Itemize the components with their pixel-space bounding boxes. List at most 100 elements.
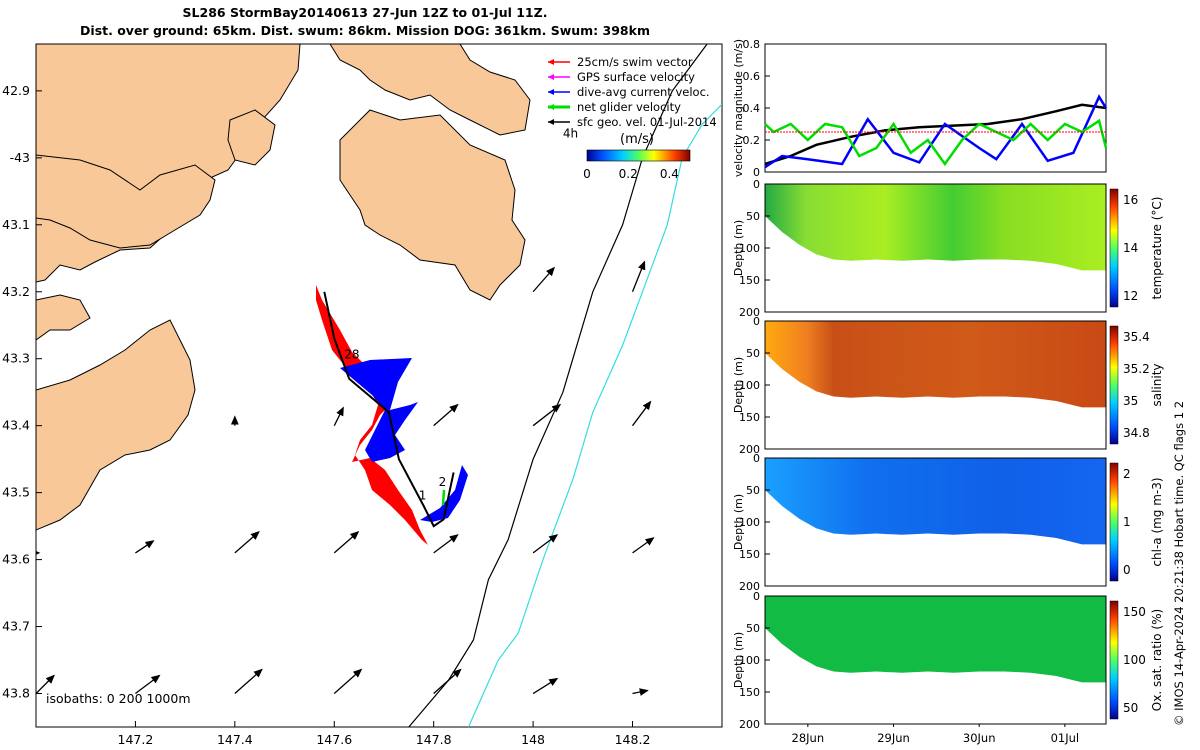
velocity-y-tick-label: 0.8 — [743, 38, 761, 51]
land-forestier — [339, 109, 526, 301]
section-y-tick-label: 200 — [739, 443, 760, 456]
section-data-fill — [765, 321, 1106, 408]
section-y-tick-label: 50 — [746, 484, 760, 497]
track-label: 2 — [439, 475, 447, 489]
section-colorbar-tick-label: 34.8 — [1123, 426, 1150, 440]
sfc-geo-vel-arrow — [135, 540, 155, 554]
map-y-tick-label: 43.2 — [2, 284, 30, 299]
section-y-tick-label: 150 — [739, 274, 760, 287]
sfc-geo-vel-arrow — [532, 266, 555, 293]
sfc-geo-vel-arrows — [36, 260, 655, 696]
section-y-tick-label: 0 — [753, 590, 760, 603]
section-y-tick-label: 150 — [739, 548, 760, 561]
colorbar-gradient — [586, 149, 691, 162]
velocity-panel: 0 0.2 0.4 0.6 0.8 velocity magnitude (m/s) — [732, 38, 1108, 179]
glider-track-line — [323, 291, 455, 528]
dive-avg-current-fan — [340, 358, 418, 462]
velocity-ylabel: velocity magnitude (m/s) — [732, 39, 745, 177]
legend-label: sfc geo. vel. 01-Jul-2014 — [577, 115, 717, 129]
section-data-fill — [765, 184, 1106, 271]
velocity-y-tick-label: 0.4 — [743, 102, 761, 115]
land-shapes — [36, 44, 531, 531]
velocity-y-tick-label: 0.6 — [743, 70, 761, 83]
velocity-series-line — [764, 103, 1107, 166]
section-y-tick-label: 150 — [739, 411, 760, 424]
isobaths-label: isobaths: 0 200 1000m — [46, 691, 191, 706]
section-colorbar — [1109, 188, 1119, 308]
time-tick-label: 30Jun — [963, 731, 996, 745]
velocity-y-tick-label: 0 — [753, 166, 760, 179]
sfc-geo-vel-arrow — [333, 406, 344, 426]
time-tick-label: 29Jun — [877, 731, 910, 745]
track-labels: 4h 28 12 — [344, 127, 578, 503]
velocity-y-ticks: 0 0.2 0.4 0.6 0.8 — [743, 38, 770, 179]
sfc-geo-vel-arrow — [135, 674, 161, 695]
sfc-geo-vel-arrow — [433, 534, 459, 554]
section-colorbar-tick-label: 14 — [1123, 241, 1138, 255]
legend-label: 25cm/s swim vector — [577, 55, 693, 69]
section-colorbar — [1109, 462, 1119, 582]
sfc-geo-vel-arrow — [632, 400, 652, 427]
sfc-geo-vel-arrow — [234, 531, 260, 554]
section-y-tick-label: 100 — [739, 516, 760, 529]
sfc-geo-vel-arrow — [333, 531, 360, 554]
colorbar-tick-label: 0 — [583, 167, 591, 181]
map-y-ticks: 42.9 -43 43.1 43.2 43.3 43.4 43.5 43.6 43.7 43.8 — [2, 83, 42, 701]
section-colorbar-tick-label: 12 — [1123, 289, 1138, 303]
section-colorbar — [1109, 600, 1119, 720]
section-data-fill — [765, 458, 1106, 545]
section-colorbar-tick-label: 35 — [1123, 394, 1138, 408]
section-data-fill — [765, 596, 1106, 683]
section-ylabel: Depth (m) — [732, 220, 745, 276]
section-colorbar-tick-label: 1 — [1123, 515, 1131, 529]
net-glider-velocity-vector — [441, 489, 446, 506]
map-y-tick-label: 43.5 — [2, 485, 30, 500]
section-colorbar-tick-label: 0 — [1123, 563, 1131, 577]
land-south-peninsula — [36, 319, 196, 531]
map-y-tick-label: 43.6 — [2, 552, 30, 567]
velocity-series-line — [764, 94, 1108, 169]
map-x-tick-label: 147.4 — [217, 732, 253, 747]
land-north — [329, 44, 531, 136]
section-panel: 0 50 100 150 200 Depth (m) 35.4 35.2 35 34.8 salin… — [732, 315, 1164, 456]
section-y-tick-label: 50 — [746, 622, 760, 635]
map-colorbar: (m/s) 0 0.2 0.4 — [583, 132, 691, 181]
map-y-tick-label: 43.4 — [2, 418, 30, 433]
land-mainland-west-2 — [36, 294, 91, 341]
map-x-tick-label: 147.2 — [118, 732, 154, 747]
figure-title-line-1: SL286 StormBay20140613 27-Jun 12Z to 01-… — [182, 5, 548, 20]
sfc-geo-vel-arrow — [333, 668, 363, 695]
section-ylabel: Depth (m) — [732, 494, 745, 550]
section-colorbar-tick-label: 2 — [1123, 467, 1131, 481]
land-island — [227, 109, 276, 166]
map-x-tick-label: 148.2 — [615, 732, 651, 747]
time-tick-label: 28Jun — [792, 731, 825, 745]
map-y-tick-label: 43.7 — [2, 619, 30, 634]
section-colorbar-tick-label: 35.4 — [1123, 330, 1150, 344]
section-colorbar-tick-label: 150 — [1123, 605, 1146, 619]
dive-avg-current-vectors — [340, 358, 468, 522]
section-y-tick-label: 0 — [753, 178, 760, 191]
track-label: 1 — [419, 488, 427, 502]
land-middle-west — [36, 154, 216, 249]
map-y-tick-label: 42.9 — [2, 83, 30, 98]
legend-label: net glider velocity — [577, 100, 681, 114]
section-colorbar-tick-label: 16 — [1123, 193, 1138, 207]
map-x-tick-label: 147.6 — [316, 732, 352, 747]
section-colorbar — [1109, 325, 1119, 445]
section-panel: 0 50 100 150 200 Depth (m) 2 1 0 chl-a (mg m-3) — [732, 452, 1164, 593]
sfc-geo-vel-arrow — [632, 688, 649, 696]
section-ylabel: Depth (m) — [732, 632, 745, 688]
section-y-tick-label: 0 — [753, 315, 760, 328]
section-y-tick-label: 200 — [739, 306, 760, 319]
map-y-tick-label: -43 — [10, 150, 30, 165]
time-tick-label: 01Jul — [1051, 731, 1080, 745]
section-colorbar-label: Ox. sat. ratio (%) — [1150, 609, 1164, 711]
section-ylabel: Depth (m) — [732, 357, 745, 413]
dive-avg-current-fan-2 — [420, 465, 468, 522]
colorbar-label: (m/s) — [620, 132, 654, 147]
map-y-tick-label: 43.3 — [2, 351, 30, 366]
colorbar-ticks: 0 0.2 0.4 — [583, 167, 679, 181]
